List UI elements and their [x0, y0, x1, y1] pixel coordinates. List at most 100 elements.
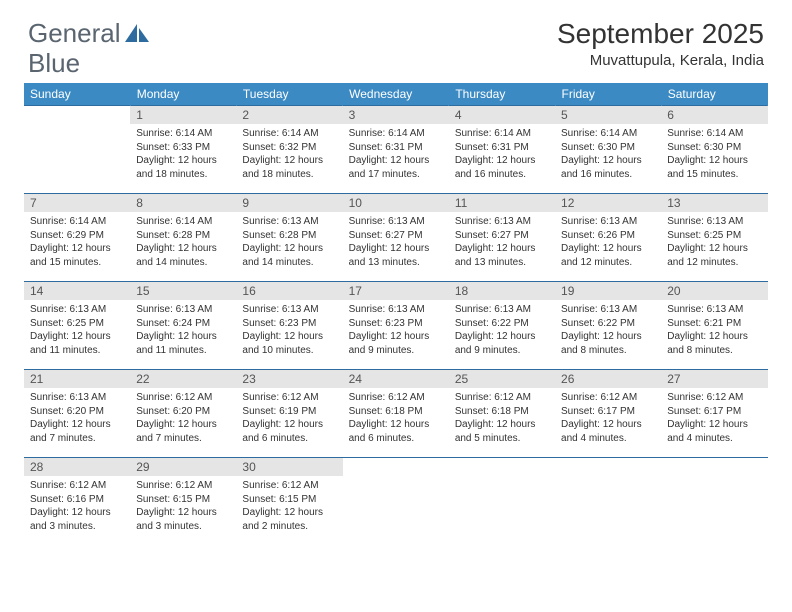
- daylight-line: Daylight: 12 hours and 15 minutes.: [30, 243, 111, 268]
- calendar-cell: 11Sunrise: 6:13 AMSunset: 6:27 PMDayligh…: [449, 194, 555, 282]
- weekday-header: Wednesday: [343, 83, 449, 106]
- day-details: Sunrise: 6:14 AMSunset: 6:33 PMDaylight:…: [130, 124, 236, 185]
- day-number: 10: [343, 194, 449, 212]
- day-number: 8: [130, 194, 236, 212]
- day-number: 20: [661, 282, 767, 300]
- daylight-line: Daylight: 12 hours and 13 minutes.: [455, 243, 536, 268]
- day-details: Sunrise: 6:12 AMSunset: 6:16 PMDaylight:…: [24, 476, 130, 537]
- sunset-line: Sunset: 6:23 PM: [242, 318, 316, 329]
- calendar-cell: [449, 458, 555, 546]
- calendar-row: 7Sunrise: 6:14 AMSunset: 6:29 PMDaylight…: [24, 194, 768, 282]
- day-number: 18: [449, 282, 555, 300]
- day-number: 7: [24, 194, 130, 212]
- calendar-cell: 17Sunrise: 6:13 AMSunset: 6:23 PMDayligh…: [343, 282, 449, 370]
- day-number: 30: [236, 458, 342, 476]
- weekday-header-row: Sunday Monday Tuesday Wednesday Thursday…: [24, 83, 768, 106]
- sunset-line: Sunset: 6:31 PM: [455, 142, 529, 153]
- day-details: Sunrise: 6:12 AMSunset: 6:15 PMDaylight:…: [236, 476, 342, 537]
- calendar-cell: 14Sunrise: 6:13 AMSunset: 6:25 PMDayligh…: [24, 282, 130, 370]
- day-number: 5: [555, 106, 661, 124]
- calendar-cell: 13 Sunrise: 6:13 AM Sunset: 6:25 PM Dayligh…: [661, 194, 767, 282]
- sunset-line: Sunset: 6:31 PM: [349, 142, 423, 153]
- day-number: 19: [555, 282, 661, 300]
- calendar-cell: [24, 106, 130, 194]
- day-details: Sunrise: 6:12 AMSunset: 6:15 PMDaylight:…: [130, 476, 236, 537]
- calendar-row: 21Sunrise: 6:13 AMSunset: 6:20 PMDayligh…: [24, 370, 768, 458]
- sunrise-line: Sunrise: 6:12 AM: [455, 392, 531, 403]
- sunrise-line: Sunrise: 6:13 AM: [242, 304, 318, 315]
- daylight-line: Daylight: 12 hours and 3 minutes.: [30, 507, 111, 532]
- daylight-line: Daylight: 12 hours and 4 minutes.: [667, 419, 748, 444]
- day-number: 17: [343, 282, 449, 300]
- day-details: Sunrise: 6:13 AMSunset: 6:27 PMDaylight:…: [449, 212, 555, 273]
- sunrise-line: Sunrise: 6:14 AM: [242, 128, 318, 139]
- day-number: 6: [661, 106, 767, 124]
- sunset-line: Sunset: 6:27 PM: [455, 230, 529, 241]
- sunrise-line: Sunrise: 6:12 AM: [136, 392, 212, 403]
- day-details: Sunrise: 6:14 AMSunset: 6:29 PMDaylight:…: [24, 212, 130, 273]
- sunset-line: Sunset: 6:33 PM: [136, 142, 210, 153]
- daylight-line: Daylight: 12 hours and 12 minutes.: [667, 243, 748, 268]
- daylight-line: Daylight: 12 hours and 18 minutes.: [242, 155, 323, 180]
- day-details: Sunrise: 6:13 AMSunset: 6:28 PMDaylight:…: [236, 212, 342, 273]
- sunrise-line: Sunrise: 6:13 AM: [136, 304, 212, 315]
- sunrise-line: Sunrise: 6:13 AM: [349, 304, 425, 315]
- calendar-cell: 8Sunrise: 6:14 AMSunset: 6:28 PMDaylight…: [130, 194, 236, 282]
- sunrise-line: Sunrise: 6:14 AM: [30, 216, 106, 227]
- sunrise-line: Sunrise: 6:12 AM: [561, 392, 637, 403]
- calendar-cell: 27Sunrise: 6:12 AMSunset: 6:17 PMDayligh…: [661, 370, 767, 458]
- day-details: Sunrise: 6:13 AMSunset: 6:24 PMDaylight:…: [130, 300, 236, 361]
- calendar-cell: 16Sunrise: 6:13 AMSunset: 6:23 PMDayligh…: [236, 282, 342, 370]
- daylight-line: Daylight: 12 hours and 15 minutes.: [667, 155, 748, 180]
- daylight-line: Daylight: 12 hours and 2 minutes.: [242, 507, 323, 532]
- sunrise-line: Sunrise: 6:13 AM: [455, 304, 531, 315]
- logo-text-2: Blue: [28, 48, 80, 79]
- sunrise-line: Sunrise: 6:13 AM: [561, 304, 637, 315]
- weekday-header: Monday: [130, 83, 236, 106]
- day-number: 1: [130, 106, 236, 124]
- daylight-line: Daylight: 12 hours and 12 minutes.: [561, 243, 642, 268]
- day-details: Sunrise: 6:13 AMSunset: 6:23 PMDaylight:…: [343, 300, 449, 361]
- daylight-line: Daylight: 12 hours and 8 minutes.: [561, 331, 642, 356]
- day-details: Sunrise: 6:14 AMSunset: 6:31 PMDaylight:…: [449, 124, 555, 185]
- sunset-line: Sunset: 6:16 PM: [30, 494, 104, 505]
- daylight-line: Daylight: 12 hours and 7 minutes.: [30, 419, 111, 444]
- sunrise-line: Sunrise: 6:12 AM: [136, 480, 212, 491]
- calendar-cell: 6Sunrise: 6:14 AMSunset: 6:30 PMDaylight…: [661, 106, 767, 194]
- day-details: Sunrise: 6:12 AMSunset: 6:18 PMDaylight:…: [449, 388, 555, 449]
- day-number: 15: [130, 282, 236, 300]
- sunrise-line: Sunrise: 6:13 AM: [30, 304, 106, 315]
- daylight-line: Daylight: 12 hours and 9 minutes.: [349, 331, 430, 356]
- day-number: 12: [555, 194, 661, 212]
- calendar-cell: 10Sunrise: 6:13 AMSunset: 6:27 PMDayligh…: [343, 194, 449, 282]
- sunset-line: Sunset: 6:15 PM: [242, 494, 316, 505]
- calendar-cell: 23Sunrise: 6:12 AMSunset: 6:19 PMDayligh…: [236, 370, 342, 458]
- calendar-cell: [661, 458, 767, 546]
- day-number: 26: [555, 370, 661, 388]
- sunrise-line: Sunrise: 6:13 AM: [667, 216, 743, 227]
- sunrise-line: Sunrise: 6:14 AM: [349, 128, 425, 139]
- title-block: September 2025 Muvattupula, Kerala, Indi…: [557, 18, 764, 69]
- sunset-line: Sunset: 6:24 PM: [136, 318, 210, 329]
- logo-sail-icon: [123, 22, 153, 46]
- calendar-cell: [343, 458, 449, 546]
- day-number: 22: [130, 370, 236, 388]
- day-details: Sunrise: 6:12 AMSunset: 6:20 PMDaylight:…: [130, 388, 236, 449]
- daylight-line: Daylight: 12 hours and 5 minutes.: [455, 419, 536, 444]
- day-number: 21: [24, 370, 130, 388]
- sunset-line: Sunset: 6:22 PM: [455, 318, 529, 329]
- logo: General: [28, 18, 153, 49]
- day-details: Sunrise: 6:12 AMSunset: 6:17 PMDaylight:…: [555, 388, 661, 449]
- daylight-line: Daylight: 12 hours and 4 minutes.: [561, 419, 642, 444]
- calendar-cell: 24Sunrise: 6:12 AMSunset: 6:18 PMDayligh…: [343, 370, 449, 458]
- day-details: Sunrise: 6:14 AMSunset: 6:30 PMDaylight:…: [661, 124, 767, 185]
- daylight-line: Daylight: 12 hours and 13 minutes.: [349, 243, 430, 268]
- daylight-line: Daylight: 12 hours and 9 minutes.: [455, 331, 536, 356]
- sunrise-line: Sunrise: 6:12 AM: [667, 392, 743, 403]
- calendar-cell: 1Sunrise: 6:14 AMSunset: 6:33 PMDaylight…: [130, 106, 236, 194]
- day-number: 13: [661, 194, 767, 212]
- logo-text-1: General: [28, 18, 121, 49]
- daylight-line: Daylight: 12 hours and 6 minutes.: [349, 419, 430, 444]
- day-details: Sunrise: 6:13 AMSunset: 6:25 PMDaylight:…: [24, 300, 130, 361]
- sunset-line: Sunset: 6:25 PM: [667, 230, 741, 241]
